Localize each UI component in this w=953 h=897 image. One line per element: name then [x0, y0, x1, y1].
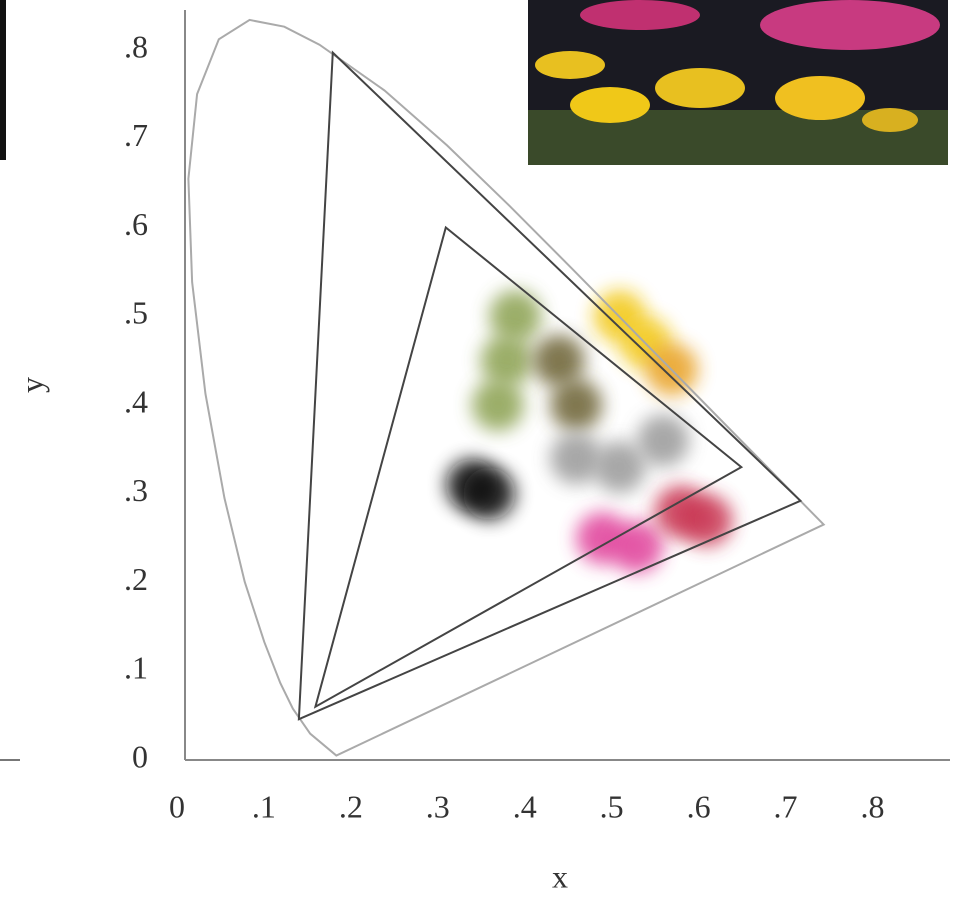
y-tick-label: .6 — [124, 206, 148, 242]
y-tick-label: .4 — [124, 383, 148, 419]
photo-inset — [528, 0, 948, 165]
y-tick-label: .2 — [124, 561, 148, 597]
x-tick-label: .5 — [600, 788, 624, 824]
y-tick-label: .1 — [124, 650, 148, 686]
color-cluster — [550, 378, 603, 431]
gamut-triangle — [297, 50, 803, 721]
x-tick-label: .6 — [687, 788, 711, 824]
color-cluster — [611, 520, 664, 573]
color-cluster — [637, 414, 690, 467]
y-axis-label: y — [13, 377, 49, 393]
x-tick-label: .4 — [513, 788, 537, 824]
x-tick-label: .3 — [426, 788, 450, 824]
x-tick-label: .2 — [339, 788, 363, 824]
gamut-triangle — [313, 225, 744, 709]
color-cluster — [532, 334, 585, 387]
color-cluster — [463, 467, 516, 520]
y-tick-label: 0 — [132, 738, 148, 774]
x-axis-label: x — [552, 858, 568, 894]
x-tick-label: .1 — [252, 788, 276, 824]
x-tick-label: .7 — [774, 788, 798, 824]
color-cluster — [593, 441, 646, 494]
color-cluster — [489, 290, 542, 343]
color-cluster — [471, 378, 524, 431]
x-tick-label: 0 — [169, 788, 185, 824]
y-tick-label: .3 — [124, 472, 148, 508]
edge-bar — [0, 0, 6, 160]
y-tick-label: .8 — [124, 28, 148, 64]
y-tick-label: .5 — [124, 295, 148, 331]
x-tick-label: .8 — [860, 788, 884, 824]
color-cluster — [680, 494, 733, 547]
spectral-locus — [187, 18, 826, 757]
y-tick-label: .7 — [124, 117, 148, 153]
color-cluster — [480, 334, 533, 387]
color-cluster — [550, 432, 603, 485]
